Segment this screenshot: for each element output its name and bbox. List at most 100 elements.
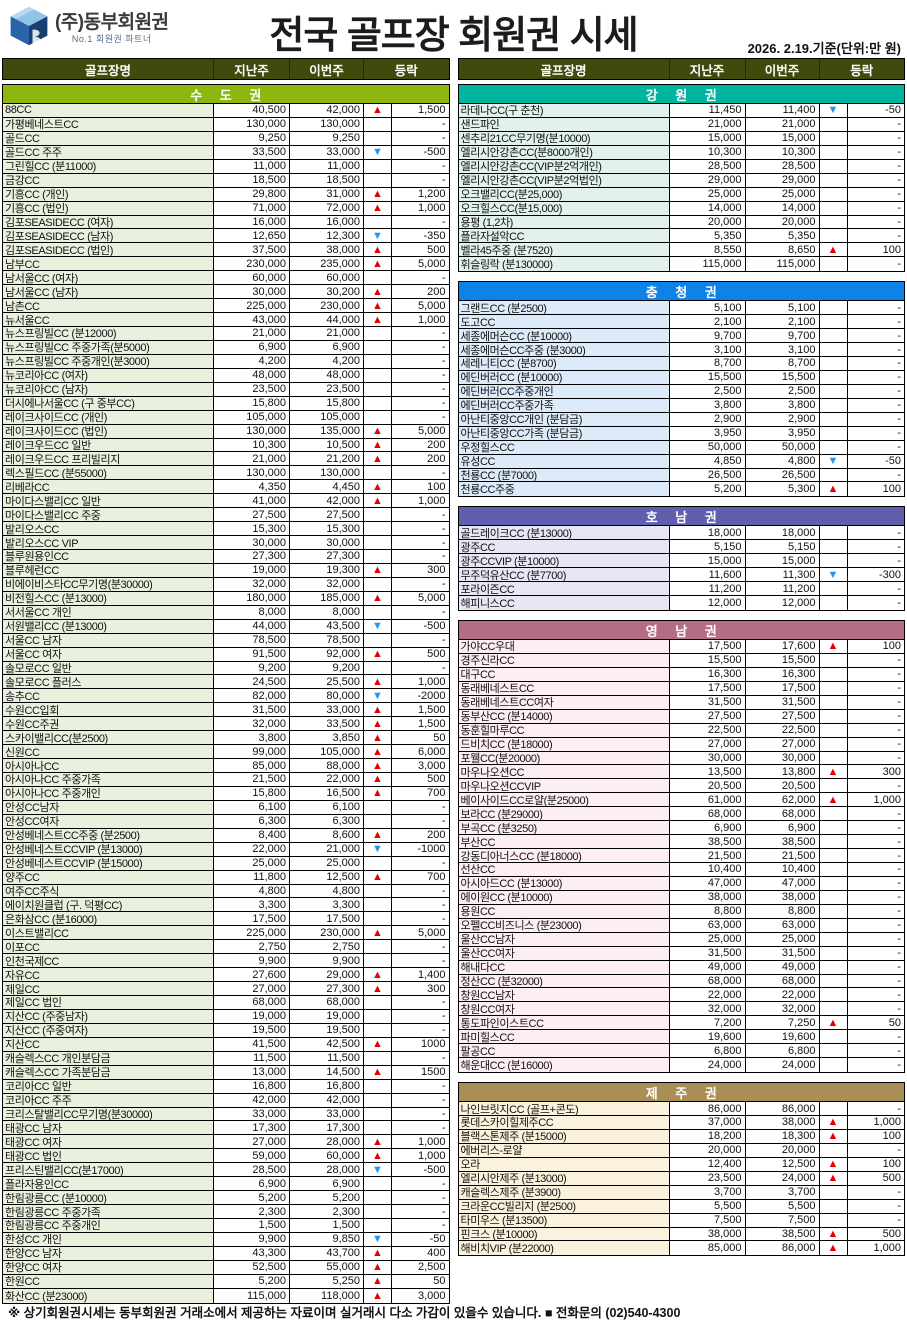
change-up-icon: ▲ xyxy=(819,243,848,258)
this-week-cell: 22,000 xyxy=(290,773,364,787)
course-name-cell: 프리스틴밸리CC(분17000) xyxy=(3,1163,214,1178)
this-week-cell: 12,000 xyxy=(745,596,820,610)
course-name-cell: 기흥CC (법인) xyxy=(3,201,214,216)
this-week-cell: 7,250 xyxy=(745,1016,820,1031)
course-name-cell: 자유CC xyxy=(3,968,214,983)
table-row: 캐슬렉스제주 (분3900) 3,700 3,700- xyxy=(458,1185,904,1200)
this-week-cell: 10,500 xyxy=(290,438,364,453)
this-week-cell: 27,300 xyxy=(290,982,364,996)
course-name-cell: 김포SEASIDECC (남자) xyxy=(3,229,214,244)
change-value-cell: - xyxy=(847,159,904,174)
last-week-cell: 40,500 xyxy=(214,104,290,118)
table-row: 해운대CC (분16000) 24,000 24,000- xyxy=(458,1058,904,1073)
change-value-cell: - xyxy=(847,329,904,344)
this-week-cell: 22,500 xyxy=(745,723,820,738)
this-week-cell: 33,000 xyxy=(290,703,364,718)
this-week-cell: 9,700 xyxy=(745,329,820,344)
table-row: 서원밸리CC (분13000) 44,000 43,500 ▼ -500 xyxy=(3,619,449,634)
this-week-cell: 19,300 xyxy=(290,563,364,578)
change-up-icon: ▲ xyxy=(364,870,392,885)
table-row: 김포SEASIDECC (여자) 16,000 16,000- xyxy=(3,215,449,230)
this-week-cell: 2,300 xyxy=(290,1205,364,1219)
change-up-icon: ▲ xyxy=(364,591,392,606)
last-week-cell: 1,500 xyxy=(214,1219,290,1233)
this-week-cell: 62,000 xyxy=(745,793,820,808)
course-name-cell: 88CC xyxy=(3,104,214,118)
change-direction-cell xyxy=(364,327,392,341)
course-name-cell: 뉴코리아CC (남자) xyxy=(3,382,214,397)
change-direction-cell xyxy=(819,988,848,1003)
change-value-cell: -50 xyxy=(847,104,904,118)
change-direction-cell xyxy=(819,1002,848,1017)
last-week-cell: 8,000 xyxy=(214,605,290,620)
change-value-cell: - xyxy=(392,173,449,188)
table-row: 가평베네스트CC 130,000 130,000- xyxy=(3,117,449,132)
course-name-cell: 양주CC xyxy=(3,870,214,885)
table-row: 코리아CC 주주 42,000 42,000- xyxy=(3,1093,449,1108)
table-row: 베이사이드CC로얄(분25000) 61,000 62,000 ▲ 1,000 xyxy=(458,793,904,808)
change-value-cell: 300 xyxy=(392,563,449,578)
this-week-cell: 25,000 xyxy=(745,932,820,947)
change-value-cell: - xyxy=(392,340,449,355)
last-week-cell: 44,000 xyxy=(214,619,290,634)
this-week-cell: 15,000 xyxy=(745,554,820,569)
table-row: 뉴코리아CC (남자) 23,500 23,500- xyxy=(3,382,449,397)
this-week-cell: 10,400 xyxy=(745,863,820,877)
change-value-cell: 1,500 xyxy=(392,104,449,118)
table-row: 엘리시안강촌CC(VIP분2억법인) 29,000 29,000- xyxy=(458,173,904,188)
last-week-cell: 28,500 xyxy=(214,1163,290,1178)
this-week-cell: 21,200 xyxy=(290,452,364,467)
change-value-cell: - xyxy=(392,954,449,969)
course-name-cell: 선산CC xyxy=(458,863,670,877)
course-name-cell: 캐슬렉스CC 개인분담금 xyxy=(3,1051,214,1066)
change-value-cell: - xyxy=(392,131,449,146)
course-name-cell: 블랙스톤제주 (분15000) xyxy=(458,1129,670,1144)
course-name-cell: 해피니스CC xyxy=(458,596,670,610)
change-value-cell: - xyxy=(847,131,904,146)
change-down-icon: ▼ xyxy=(364,1232,392,1247)
course-name-cell: 세종에머슨CC (분10000) xyxy=(458,329,670,344)
change-value-cell: 3,000 xyxy=(392,1288,449,1303)
col-header-lastweek: 지난주 xyxy=(214,59,290,79)
change-value-cell: - xyxy=(392,1219,449,1233)
table-row: 핀크스 (분10000) 38,000 38,500 ▲ 500 xyxy=(458,1227,904,1242)
table-row: 세레니티CC (분8700) 8,700 8,700- xyxy=(458,357,904,371)
change-value-cell: - xyxy=(392,605,449,620)
change-up-icon: ▲ xyxy=(364,1037,392,1052)
table-row: 렉스필드CC (분55000) 130,000 130,000- xyxy=(3,466,449,481)
course-name-cell: 마우나오션CC xyxy=(458,765,670,780)
this-week-cell: 44,000 xyxy=(290,313,364,327)
table-row: 세종에머슨CC (분10000) 9,700 9,700- xyxy=(458,329,904,344)
this-week-cell: 16,300 xyxy=(745,667,820,682)
this-week-cell: 4,450 xyxy=(290,480,364,495)
this-week-cell: 38,500 xyxy=(745,1227,820,1242)
this-week-cell: 31,500 xyxy=(745,695,820,710)
this-week-cell: 25,000 xyxy=(745,187,820,202)
this-week-cell: 30,000 xyxy=(290,536,364,550)
table-row: 경주신라CC 15,500 15,500- xyxy=(458,653,904,668)
table-row: 강동디아너스CC (분18000) 21,500 21,500- xyxy=(458,849,904,863)
this-week-cell: 16,800 xyxy=(290,1079,364,1094)
this-week-cell: 68,000 xyxy=(745,974,820,989)
table-row: 지산CC (주중여자) 19,500 19,500- xyxy=(3,1023,449,1038)
this-week-cell: 24,000 xyxy=(745,1058,820,1073)
course-name-cell: 아난티중앙CC개인 (분담금) xyxy=(458,412,670,427)
last-week-cell: 33,500 xyxy=(214,145,290,160)
last-week-cell: 12,400 xyxy=(669,1157,746,1172)
table-row: 마이다스밸리CC 일반 41,000 42,000 ▲ 1,000 xyxy=(3,494,449,509)
change-direction-cell xyxy=(819,1102,848,1116)
course-name-cell: 캐슬렉스제주 (분3900) xyxy=(458,1185,670,1200)
course-name-cell: 에버리스-로얄 xyxy=(458,1143,670,1158)
course-name-cell: 제일CC 법인 xyxy=(3,996,214,1010)
change-value-cell: 3,000 xyxy=(392,759,449,773)
course-name-cell: 골드레이크CC (분13000) xyxy=(458,526,670,541)
this-week-cell: 15,800 xyxy=(290,396,364,411)
last-week-cell: 20,500 xyxy=(669,779,746,794)
last-week-cell: 6,900 xyxy=(214,340,290,355)
table-row: 부산CC 38,500 38,500- xyxy=(458,835,904,850)
table-row: 블랙스톤제주 (분15000) 18,200 18,300 ▲ 100 xyxy=(458,1129,904,1144)
this-week-cell: 11,200 xyxy=(745,582,820,597)
change-value-cell: - xyxy=(847,1030,904,1045)
course-name-cell: 에딘버러CC주중가족 xyxy=(458,398,670,413)
change-value-cell: - xyxy=(847,357,904,371)
